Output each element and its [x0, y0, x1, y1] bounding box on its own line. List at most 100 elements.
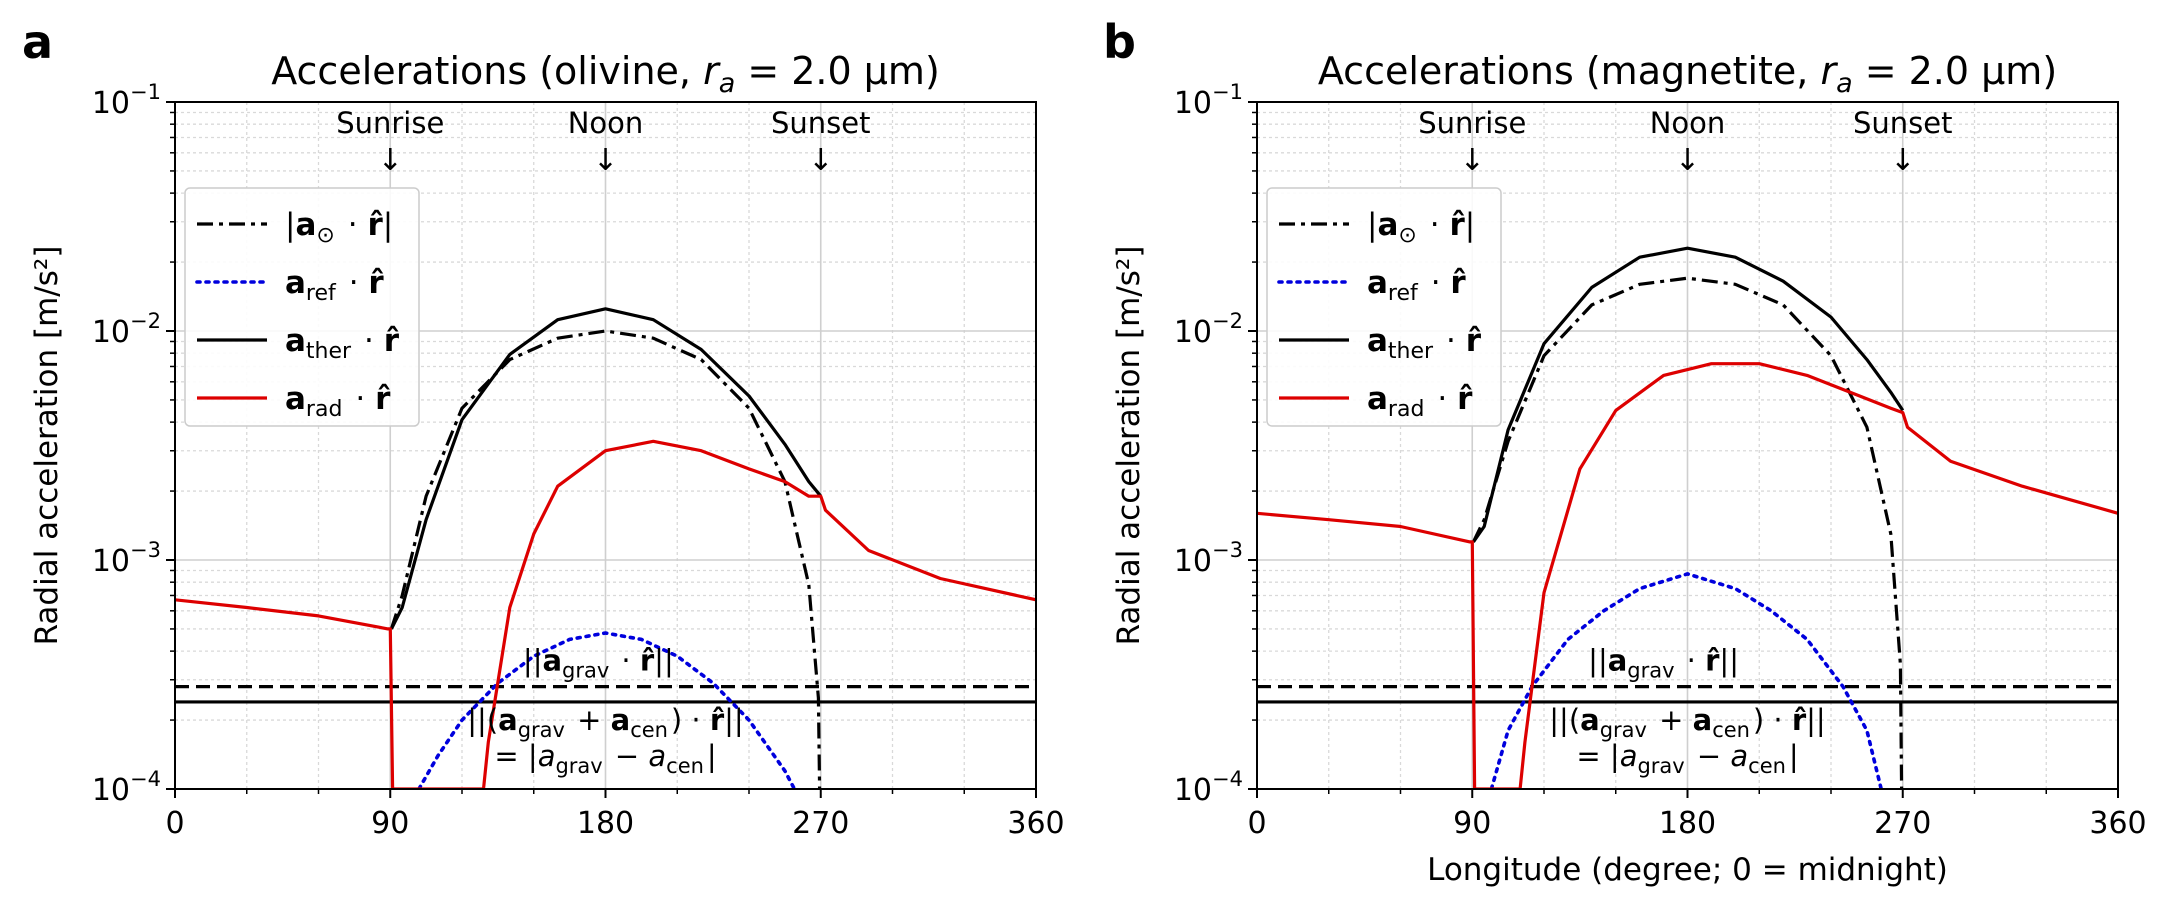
- tick-exponent: −2: [130, 309, 161, 333]
- marker-arrow: ↓: [593, 143, 618, 178]
- symbol-text: ·: [346, 381, 376, 417]
- x-tick-label: 360: [2089, 806, 2146, 841]
- x-tick-label: 90: [371, 806, 409, 841]
- x-tick-label: 270: [792, 806, 849, 841]
- symbol-text: ||: [654, 644, 674, 678]
- series-line: [417, 631, 797, 789]
- series-line: [175, 439, 1036, 789]
- bold-symbol: r̂: [1449, 207, 1465, 243]
- bold-symbol: r̂: [1792, 703, 1807, 737]
- symbol-text: ||: [523, 644, 543, 678]
- bold-symbol: r̂: [1466, 323, 1482, 359]
- symbol-text: |: [1465, 207, 1475, 243]
- series-group: [175, 307, 1036, 789]
- legend-box: [1266, 187, 1502, 427]
- bold-symbol: a: [1693, 703, 1713, 737]
- series-line: [389, 307, 823, 630]
- symbol-text: ·: [339, 265, 369, 301]
- series-group: [1257, 246, 2118, 789]
- title-suffix: = 2.0 μm): [1853, 49, 2058, 93]
- symbol-text: ||: [724, 703, 744, 737]
- tick-exponent: −1: [130, 80, 161, 104]
- legend-box: [184, 187, 420, 427]
- bold-symbol: a: [542, 644, 562, 678]
- symbol-text: +: [568, 703, 611, 737]
- marker-label: Noon: [568, 106, 644, 140]
- subscript: grav: [1637, 754, 1684, 778]
- marker-arrow: ↓: [1890, 143, 1915, 178]
- bold-symbol: a: [285, 323, 306, 359]
- title-suffix: = 2.0 μm): [735, 49, 940, 93]
- tick-base: 10: [92, 773, 130, 808]
- grav-annotation: ||agrav · r̂||: [523, 644, 674, 683]
- x-axis-label: Longitude (degree; 0 = midnight): [1427, 852, 1948, 888]
- title-prefix: Accelerations (olivine,: [271, 49, 703, 93]
- symbol-text: |: [1789, 739, 1799, 773]
- marker-label: Sunset: [1853, 106, 1953, 140]
- bold-symbol: a: [285, 265, 306, 301]
- subscript: cen: [1712, 718, 1750, 742]
- symbol-text: ) ·: [1753, 703, 1792, 737]
- title-variable: r: [703, 49, 721, 93]
- subscript: grav: [562, 659, 609, 683]
- marker-label: Sunrise: [336, 106, 444, 140]
- title-variable: r: [1820, 49, 1838, 93]
- symbol-text: = |: [494, 739, 537, 773]
- subscript: cen: [666, 754, 704, 778]
- x-tick-label: 0: [165, 806, 184, 841]
- subscript: rad: [1388, 397, 1425, 422]
- bold-symbol: a: [611, 703, 631, 737]
- x-tick-label: 90: [1453, 806, 1491, 841]
- y-tick-label: 10−3: [92, 538, 161, 579]
- subscript: ther: [306, 339, 352, 364]
- subscript: grav: [518, 718, 565, 742]
- subscript: grav: [1600, 718, 1647, 742]
- italic-symbol: a: [538, 739, 556, 773]
- symbol-text: ·: [1436, 323, 1466, 359]
- bold-symbol: a: [1608, 644, 1628, 678]
- symbol-text: |: [707, 739, 717, 773]
- symbol-text: ·: [1428, 381, 1458, 417]
- italic-symbol: a: [648, 739, 666, 773]
- series-line: [389, 329, 822, 789]
- subscript: ⊙: [316, 223, 334, 248]
- bold-symbol: r̂: [375, 381, 391, 417]
- chart-title: Accelerations (magnetite, ra = 2.0 μm): [1318, 49, 2057, 99]
- subscript: rad: [306, 397, 343, 422]
- y-tick-label: 10−1: [1174, 80, 1243, 121]
- symbol-text: ·: [1677, 644, 1705, 678]
- y-axis-label: Radial acceleration [m/s²]: [29, 246, 65, 646]
- tick-base: 10: [92, 544, 130, 579]
- series-line: [1472, 246, 1905, 543]
- tick-base: 10: [1174, 544, 1212, 579]
- panel-label: b: [1103, 15, 1136, 69]
- symbol-text: ·: [1420, 207, 1450, 243]
- tick-base: 10: [92, 86, 130, 121]
- marker-arrow: ↓: [1460, 143, 1485, 178]
- legend-label: |a⊙ · r̂|: [285, 207, 393, 248]
- tick-exponent: −3: [130, 538, 161, 562]
- legend: |a⊙ · r̂|aref · r̂ather · r̂arad · r̂: [1266, 187, 1502, 427]
- bold-symbol: a: [498, 703, 518, 737]
- bold-symbol: a: [1377, 207, 1398, 243]
- subscript: ref: [306, 281, 337, 306]
- bold-symbol: r̂: [710, 703, 725, 737]
- chart-title: Accelerations (olivine, ra = 2.0 μm): [271, 49, 940, 99]
- y-tick-label: 10−2: [1174, 309, 1243, 350]
- marker-arrow: ↓: [1675, 143, 1700, 178]
- bold-symbol: a: [295, 207, 316, 243]
- tick-base: 10: [1174, 773, 1212, 808]
- symbol-text: ||: [1806, 703, 1826, 737]
- bold-symbol: r̂: [1705, 644, 1720, 678]
- legend-label: aref · r̂: [285, 265, 384, 306]
- symbol-text: ||(: [1549, 703, 1580, 737]
- x-tick-label: 0: [1247, 806, 1266, 841]
- net-annotation-line1: ||(agrav + acen ) · r̂||: [467, 703, 743, 742]
- tick-exponent: −4: [1212, 767, 1243, 791]
- symbol-text: +: [1650, 703, 1693, 737]
- bold-symbol: r̂: [367, 207, 383, 243]
- y-tick-label: 10−4: [1174, 767, 1243, 808]
- marker-arrow: ↓: [378, 143, 403, 178]
- legend-label: aref · r̂: [1367, 265, 1466, 306]
